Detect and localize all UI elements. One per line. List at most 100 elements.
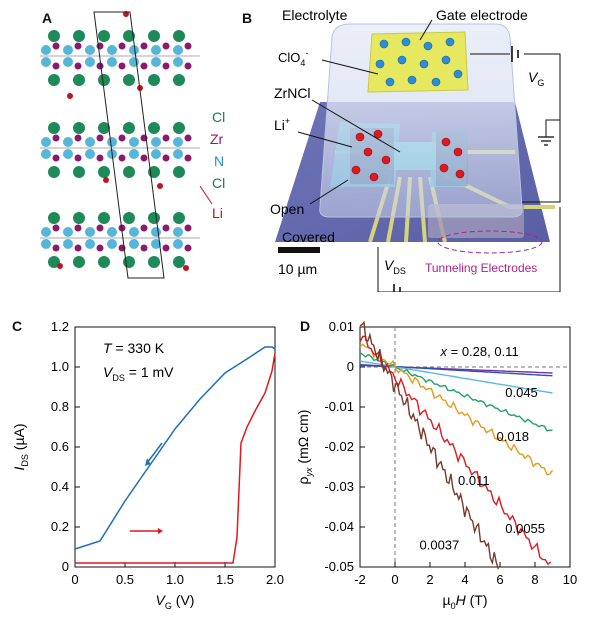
annotation-vds: VDS = 1 mV bbox=[103, 364, 174, 383]
vds-battery-icon bbox=[393, 284, 401, 292]
zr-atom bbox=[184, 244, 192, 252]
gate-electrode bbox=[367, 31, 469, 93]
x-tick-label: 1.5 bbox=[216, 572, 234, 587]
cl-atom bbox=[123, 74, 135, 86]
n-atom bbox=[85, 227, 95, 237]
cl-atom bbox=[48, 256, 60, 268]
n-atom bbox=[151, 149, 161, 159]
zr-atom bbox=[140, 42, 148, 50]
vg-battery-icon bbox=[511, 46, 519, 62]
y-tick-label: 0.2 bbox=[51, 519, 69, 534]
clo4-ion bbox=[431, 77, 441, 87]
x-tick-label: 1.0 bbox=[166, 572, 184, 587]
cl-atom bbox=[123, 166, 135, 178]
zr-atom bbox=[184, 154, 192, 162]
cl-atom bbox=[173, 122, 185, 134]
clo4-ion bbox=[407, 75, 417, 85]
n-atom bbox=[107, 57, 117, 67]
n-atom bbox=[41, 137, 51, 147]
series-label: 0.011 bbox=[458, 473, 490, 488]
n-atom bbox=[173, 57, 183, 67]
y-tick-label: 0.6 bbox=[51, 439, 69, 454]
li-ion bbox=[441, 137, 451, 147]
tunneling-ellipse bbox=[437, 230, 543, 254]
zr-atom bbox=[140, 224, 148, 232]
zr-atom bbox=[74, 244, 82, 252]
label-covered: Covered bbox=[282, 229, 335, 245]
chart-c: 0 0.5 1.0 1.5 2.0 0 0.2 0.4 0.6 0.8 1.0 1.2 T = 330 … bbox=[11, 319, 284, 611]
y-tick-label: -0.01 bbox=[324, 399, 354, 414]
n-atom bbox=[85, 239, 95, 249]
n-atom bbox=[129, 149, 139, 159]
zr-atom bbox=[96, 244, 104, 252]
panel-letter-d: D bbox=[300, 318, 311, 334]
zr-atom bbox=[118, 62, 126, 70]
cl-atom bbox=[73, 166, 85, 178]
cl-atom bbox=[173, 256, 185, 268]
zr-atom bbox=[74, 134, 82, 142]
y-tick-label: 0 bbox=[347, 359, 354, 374]
n-atom bbox=[129, 137, 139, 147]
cl-atom bbox=[73, 74, 85, 86]
x-tick-label: 4 bbox=[461, 572, 468, 587]
y-axis-label: ρyx (mΩ cm) bbox=[295, 410, 314, 485]
series-line-0.0037 bbox=[359, 320, 499, 570]
n-atom bbox=[129, 227, 139, 237]
label-gate-electrode: Gate electrode bbox=[436, 7, 528, 23]
cl-atom bbox=[148, 74, 160, 86]
unit-cell bbox=[93, 11, 165, 279]
series-label: 0.0055 bbox=[505, 521, 545, 536]
n-atom bbox=[63, 227, 73, 237]
x-tick-label: 0.5 bbox=[116, 572, 134, 587]
n-atom bbox=[63, 149, 73, 159]
circuit-wires bbox=[377, 53, 561, 292]
crystal-lattice bbox=[40, 11, 200, 279]
zr-atom bbox=[52, 42, 60, 50]
zr-atom bbox=[74, 224, 82, 232]
n-atom bbox=[85, 45, 95, 55]
cl-atom bbox=[48, 74, 60, 86]
li-atom bbox=[67, 93, 73, 99]
zr-atom bbox=[52, 224, 60, 232]
annotation-pointers bbox=[297, 19, 433, 205]
zr-atom bbox=[96, 154, 104, 162]
clo4-ion bbox=[419, 59, 429, 69]
cl-atom bbox=[73, 212, 85, 224]
zr-atom bbox=[118, 154, 126, 162]
cl-atom bbox=[123, 122, 135, 134]
label-tunneling: Tunneling Electrodes bbox=[425, 261, 537, 275]
label-zr: Zr bbox=[210, 131, 224, 147]
cl-atom bbox=[73, 122, 85, 134]
zr-atom bbox=[140, 62, 148, 70]
series-label: 0.0037 bbox=[420, 537, 460, 552]
zr-atom bbox=[96, 224, 104, 232]
y-tick-label: 1.0 bbox=[51, 359, 69, 374]
x-axis-label: µ0H (T) bbox=[443, 592, 488, 611]
clo4-ion bbox=[401, 37, 411, 47]
label-li: Li bbox=[212, 205, 223, 221]
clo4-ion bbox=[423, 41, 433, 51]
y-tick-label: 0.4 bbox=[51, 479, 69, 494]
li-pointer-line bbox=[199, 185, 213, 205]
zr-atom bbox=[162, 62, 170, 70]
cl-atom bbox=[123, 256, 135, 268]
x-tick-label: 8 bbox=[531, 572, 538, 587]
n-atom bbox=[63, 45, 73, 55]
zr-atom bbox=[74, 42, 82, 50]
n-atom bbox=[41, 239, 51, 249]
zr-atom bbox=[184, 224, 192, 232]
n-atom bbox=[63, 137, 73, 147]
zr-atom bbox=[184, 134, 192, 142]
li-ions bbox=[351, 129, 465, 182]
clo4-ion bbox=[445, 37, 455, 47]
zr-atom bbox=[118, 42, 126, 50]
li-atom bbox=[183, 265, 189, 271]
cl-atom bbox=[173, 30, 185, 42]
cl-atom bbox=[148, 122, 160, 134]
zr-atom bbox=[52, 134, 60, 142]
n-atom bbox=[173, 45, 183, 55]
clo4-ion bbox=[441, 55, 451, 65]
series-line-0 bbox=[74, 346, 276, 550]
clo4-ion bbox=[385, 77, 395, 87]
